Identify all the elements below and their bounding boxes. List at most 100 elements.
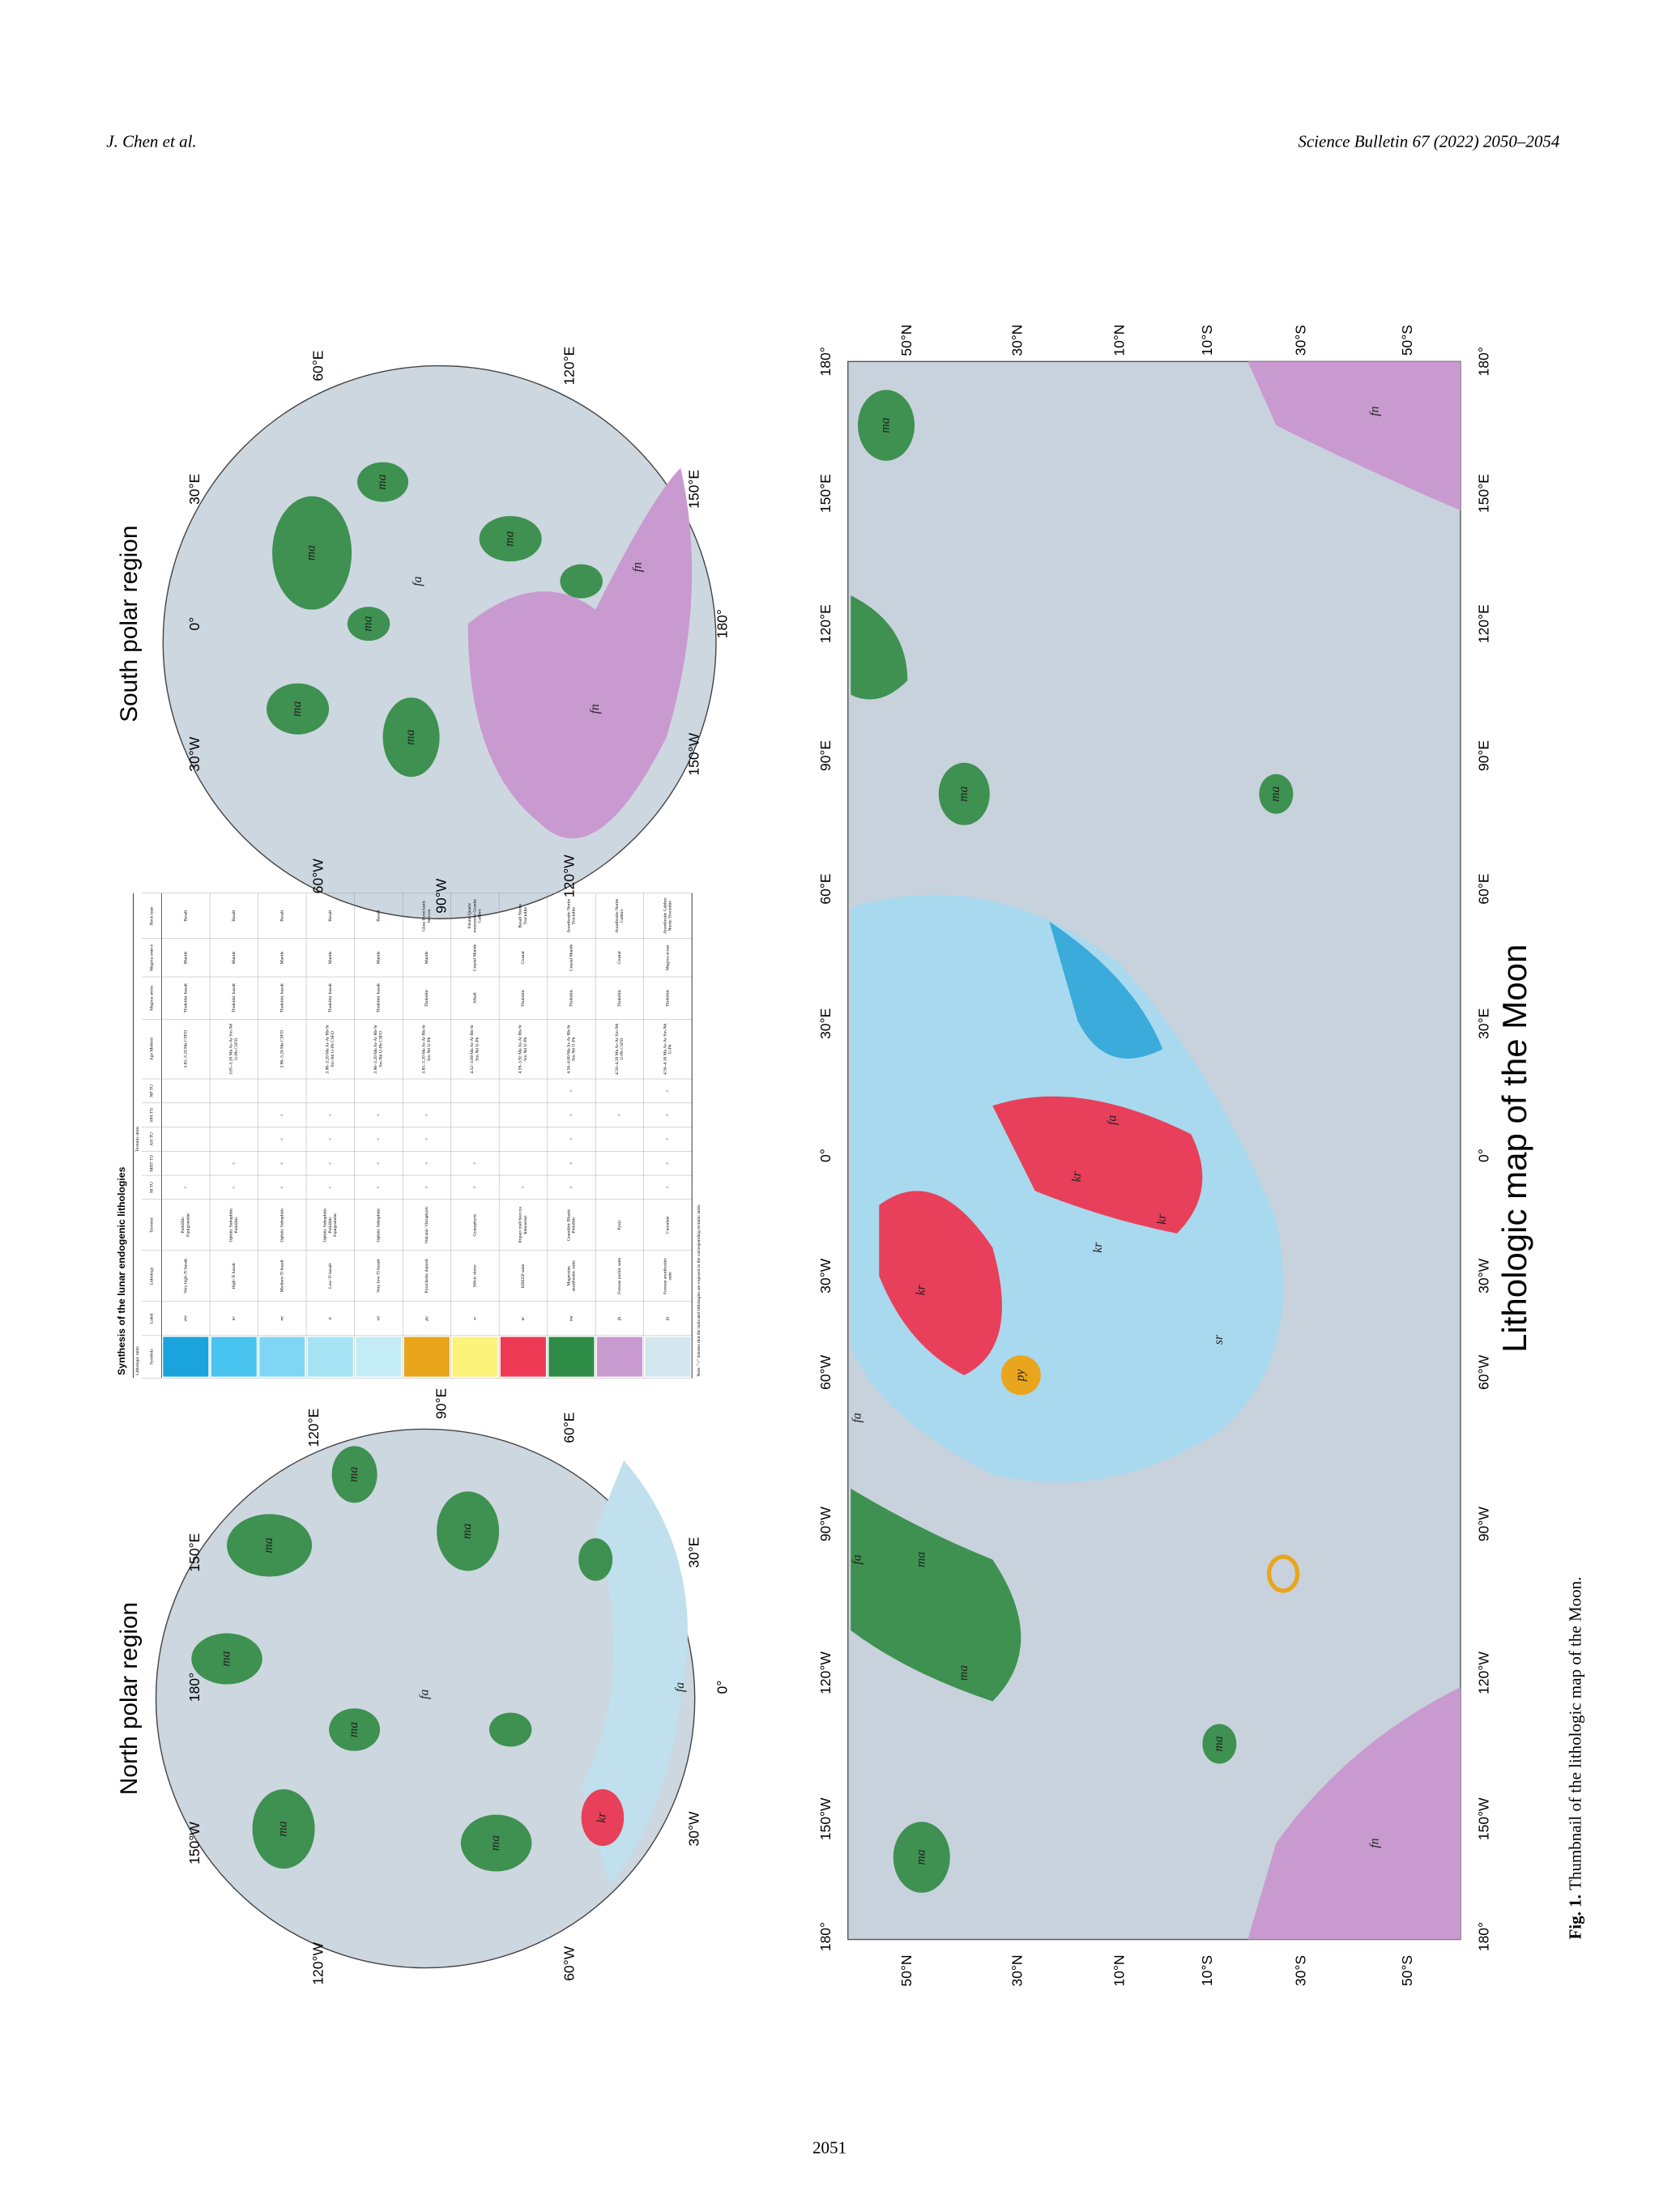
longitude-label: 60°W [1475, 1354, 1491, 1389]
latitude-label: 10°N [1111, 1955, 1127, 1987]
unit-label: kr [595, 1812, 609, 1823]
unit-label: fa [851, 1413, 864, 1422]
longitude-label: 30°E [817, 1008, 834, 1039]
table-cell: Magnesiananorthositic suite [567, 1260, 577, 1292]
table-column-header: SPA TU [150, 1108, 155, 1123]
latitude-label: 30°S [1292, 325, 1308, 356]
table-cell: Ophitic Subophitic [280, 1208, 285, 1242]
table-cell: ○ [328, 1138, 333, 1140]
table-column-header: Magma series [150, 986, 155, 1011]
polar-coordinate-label: 60°E [561, 1413, 577, 1443]
table-symbol [211, 1336, 257, 1377]
unit-label: fn [1367, 1838, 1381, 1848]
table-column-header: NP TU [150, 1085, 155, 1097]
table-cell: Basalt [184, 910, 189, 921]
table-cell: ○ [280, 1162, 285, 1165]
unit-label: ma [503, 531, 517, 546]
table-cell: ○ [473, 1162, 478, 1165]
table-cell: ○ [617, 1114, 622, 1116]
table-cell: mt [280, 1316, 285, 1321]
table-cell: ○ [569, 1114, 574, 1116]
table-column-header: MHT TU [150, 1155, 155, 1172]
table-cell: ○ [569, 1186, 574, 1188]
table-cell: ○ [569, 1089, 574, 1092]
longitude-label: 150°E [1475, 474, 1491, 513]
table-cell: ○ [280, 1138, 285, 1140]
unit-label: ma [361, 616, 375, 631]
latitude-label: 50°S [1399, 325, 1415, 356]
longitude-label: 150°W [817, 1797, 834, 1840]
south-polar-map [162, 364, 717, 919]
table-cell: kr [521, 1316, 526, 1320]
table-cell: ○ [328, 1114, 333, 1116]
table-cell: Very low-Ti basalt [377, 1259, 382, 1293]
longitude-label: 120°E [817, 604, 834, 643]
table-group-header: Lithologic units [135, 1346, 140, 1375]
unit-label: ma [262, 1537, 275, 1553]
table-symbol [452, 1336, 498, 1377]
table-cell: Cumulate [666, 1216, 671, 1234]
table-cell: Tholeiitic [424, 989, 429, 1007]
unit-label: fa [418, 1689, 432, 1698]
latitude-label: 30°S [1292, 1955, 1308, 1986]
longitude-label: 150°E [817, 474, 834, 513]
longitude-label: 150°W [1475, 1797, 1491, 1840]
unit-label: ma [957, 786, 970, 801]
unit-label: ma [914, 1552, 928, 1567]
table-symbol [163, 1336, 209, 1377]
table-cell: vlt [377, 1316, 382, 1321]
table-cell: Ophitic SubophiticPoikiliticEquigranular [323, 1208, 339, 1242]
table-cell: KREEP suite [521, 1264, 526, 1288]
longitude-label: 0° [1475, 1149, 1491, 1162]
table-cell: Basalt [280, 910, 285, 921]
table-cell: py [424, 1316, 429, 1322]
longitude-label: 30°W [817, 1258, 834, 1293]
table-cell: lt [328, 1317, 333, 1320]
table-cell: ○ [666, 1138, 671, 1140]
table-column-header: Tectonic [150, 1217, 155, 1233]
table-cell: Very high-Ti basalt [184, 1258, 189, 1293]
unit-label: ma [305, 545, 318, 560]
latitude-label: 10°S [1199, 325, 1215, 356]
longitude-label: 60°E [817, 873, 834, 904]
table-column-header: Rock type [150, 906, 155, 925]
longitude-label: 30°E [1475, 1008, 1491, 1039]
table-cell: ○ [377, 1138, 382, 1140]
longitude-label: 60°E [1475, 873, 1491, 904]
caption-label: Fig. 1. [1565, 1894, 1584, 1939]
table-cell: Granophyric [473, 1213, 478, 1237]
table-cell: Anorthosite NoriteTroctolite [567, 898, 577, 933]
table-cell: Magma ocean [666, 944, 671, 970]
table-cell: Anorthosite GabbroNorite Troctolite [663, 897, 673, 934]
longitude-label: 90°E [817, 740, 834, 771]
longitude-label: 90°W [817, 1507, 834, 1541]
table-cell: Basalt [328, 910, 333, 921]
table-cell: Tholeiitic basalt [280, 983, 285, 1013]
table-cell: Low-Ti basalt [328, 1263, 333, 1289]
table-cell: Tholeiitic [666, 989, 671, 1007]
polar-title: South polar region [116, 526, 143, 722]
table-cell: ○ [377, 1162, 382, 1165]
table-cell: Tholeiitic [569, 989, 574, 1007]
table-group-header: Tectonic units [135, 1127, 140, 1152]
table-cell: Felsite Quartzmonzonite GraniteGabbro [467, 898, 483, 932]
longitude-label: 120°W [817, 1652, 834, 1694]
table-cell: Tholeiitic basalt [184, 983, 189, 1013]
table-cell: 3.85–3.20 Ma CSFD [184, 1030, 189, 1068]
polar-coordinate-label: 150°E [685, 470, 702, 509]
table-cell: Crustal [521, 951, 526, 965]
polar-coordinate-label: 60°W [561, 1946, 577, 1980]
polar-coordinate-label: 30°W [186, 736, 203, 771]
table-cell: 4.56–4.00 Ma Ar-Ar Rb-SrSm-Nd U-Pb [567, 1025, 577, 1074]
table-symbol [548, 1336, 595, 1377]
unit-label: kr [1070, 1170, 1084, 1182]
latitude-label: 10°N [1111, 325, 1127, 356]
table-cell: Volcanic Vitrophyric [424, 1206, 429, 1244]
page-content: J. Chen et al. Science Bulletin 67 (2022… [106, 132, 1584, 2158]
table-cell: Granulitic BlasticPoikilitic [567, 1208, 577, 1241]
table-cell: ○ [232, 1162, 237, 1165]
unit-label: ma [1212, 1736, 1226, 1751]
unit-label: fn [1367, 406, 1381, 416]
unit-label: ma [879, 417, 893, 433]
